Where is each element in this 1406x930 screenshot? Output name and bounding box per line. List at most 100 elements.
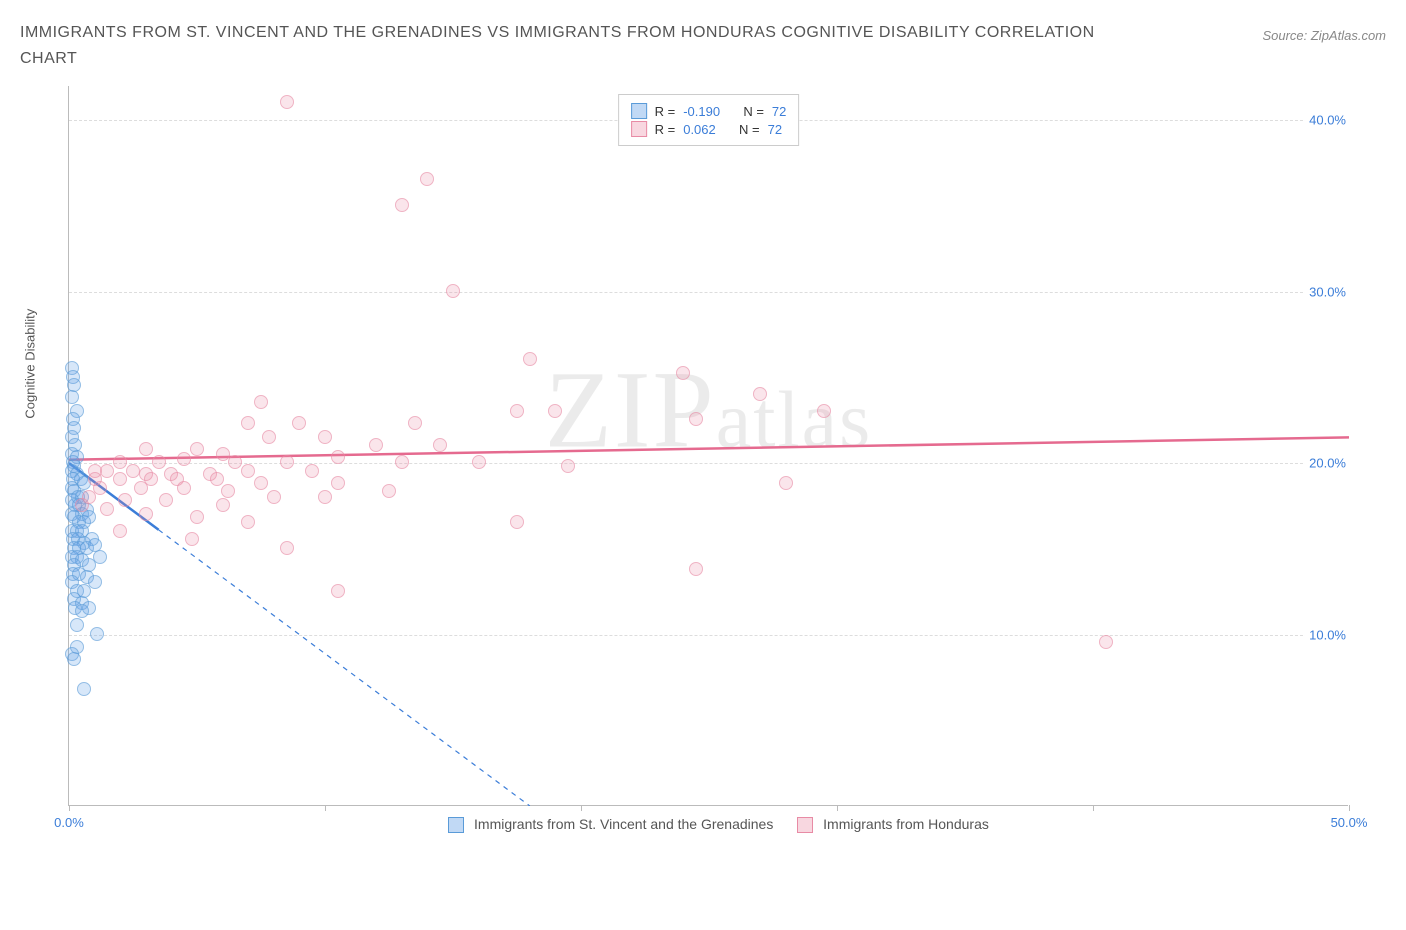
scatter-point [446, 284, 460, 298]
r-value-a: -0.190 [683, 104, 720, 119]
y-axis-label: Cognitive Disability [23, 309, 38, 419]
scatter-point [254, 476, 268, 490]
n-label: N = [743, 104, 764, 119]
trend-lines [69, 86, 1349, 806]
scatter-point [210, 472, 224, 486]
scatter-point [395, 198, 409, 212]
scatter-point [510, 404, 524, 418]
series-legend: Immigrants from St. Vincent and the Gren… [69, 816, 1348, 833]
scatter-point [70, 618, 84, 632]
scatter-point [177, 452, 191, 466]
scatter-point [472, 455, 486, 469]
scatter-point [262, 430, 276, 444]
header: IMMIGRANTS FROM ST. VINCENT AND THE GREN… [20, 20, 1386, 71]
scatter-point [139, 442, 153, 456]
series-a-name: Immigrants from St. Vincent and the Gren… [474, 816, 773, 832]
chart-container: IMMIGRANTS FROM ST. VINCENT AND THE GREN… [20, 20, 1386, 910]
scatter-point [190, 510, 204, 524]
r-label: R = [655, 104, 676, 119]
x-tick-mark [325, 805, 326, 811]
scatter-point [369, 438, 383, 452]
legend-row-a: R = -0.190 N = 72 [631, 103, 787, 119]
scatter-point [331, 476, 345, 490]
scatter-point [159, 493, 173, 507]
scatter-point [134, 481, 148, 495]
r-value-b: 0.062 [683, 122, 716, 137]
scatter-point [241, 515, 255, 529]
scatter-point [689, 562, 703, 576]
scatter-point [753, 387, 767, 401]
y-tick-label: 30.0% [1305, 284, 1350, 299]
scatter-point [216, 447, 230, 461]
scatter-point [113, 472, 127, 486]
swatch-series-b [631, 121, 647, 137]
scatter-point [689, 412, 703, 426]
scatter-point [77, 682, 91, 696]
scatter-point [561, 459, 575, 473]
scatter-point [548, 404, 562, 418]
scatter-point [93, 550, 107, 564]
scatter-point [280, 541, 294, 555]
plot-region: ZIPatlas R = -0.190 N = 72 R = 0.062 N = [68, 86, 1348, 806]
scatter-point [292, 416, 306, 430]
scatter-point [100, 464, 114, 478]
scatter-point [67, 652, 81, 666]
scatter-point [113, 524, 127, 538]
scatter-point [152, 455, 166, 469]
legend-row-b: R = 0.062 N = 72 [631, 121, 787, 137]
scatter-point [75, 604, 89, 618]
scatter-point [90, 627, 104, 641]
scatter-point [267, 490, 281, 504]
scatter-point [228, 455, 242, 469]
scatter-point [221, 484, 235, 498]
scatter-point [185, 532, 199, 546]
scatter-point [331, 584, 345, 598]
scatter-point [75, 498, 89, 512]
scatter-point [118, 493, 132, 507]
gridline [69, 635, 1348, 636]
x-tick-label: 50.0% [1331, 815, 1368, 830]
swatch-series-a-bottom [448, 817, 464, 833]
scatter-point [177, 481, 191, 495]
scatter-point [817, 404, 831, 418]
correlation-legend: R = -0.190 N = 72 R = 0.062 N = 72 [618, 94, 800, 146]
scatter-point [318, 430, 332, 444]
scatter-point [126, 464, 140, 478]
scatter-point [254, 395, 268, 409]
scatter-point [190, 442, 204, 456]
scatter-point [318, 490, 332, 504]
x-tick-mark [837, 805, 838, 811]
x-tick-mark [1093, 805, 1094, 811]
scatter-point [100, 502, 114, 516]
chart-area: Cognitive Disability ZIPatlas R = -0.190… [20, 81, 1360, 851]
scatter-point [420, 172, 434, 186]
scatter-point [305, 464, 319, 478]
scatter-point [113, 455, 127, 469]
scatter-point [331, 450, 345, 464]
n-label: N = [739, 122, 760, 137]
gridline [69, 292, 1348, 293]
y-tick-label: 20.0% [1305, 456, 1350, 471]
swatch-series-b-bottom [797, 817, 813, 833]
source-attribution: Source: ZipAtlas.com [1262, 28, 1386, 43]
x-tick-mark [1349, 805, 1350, 811]
n-value-b: 72 [768, 122, 782, 137]
n-value-a: 72 [772, 104, 786, 119]
chart-title: IMMIGRANTS FROM ST. VINCENT AND THE GREN… [20, 20, 1120, 71]
scatter-point [382, 484, 396, 498]
scatter-point [241, 464, 255, 478]
scatter-point [82, 510, 96, 524]
y-tick-label: 40.0% [1305, 113, 1350, 128]
series-b-name: Immigrants from Honduras [823, 816, 989, 832]
scatter-point [523, 352, 537, 366]
scatter-point [139, 507, 153, 521]
scatter-point [408, 416, 422, 430]
scatter-point [216, 498, 230, 512]
scatter-point [280, 455, 294, 469]
swatch-series-a [631, 103, 647, 119]
r-label: R = [655, 122, 676, 137]
y-tick-label: 10.0% [1305, 627, 1350, 642]
scatter-point [1099, 635, 1113, 649]
scatter-point [779, 476, 793, 490]
gridline [69, 463, 1348, 464]
